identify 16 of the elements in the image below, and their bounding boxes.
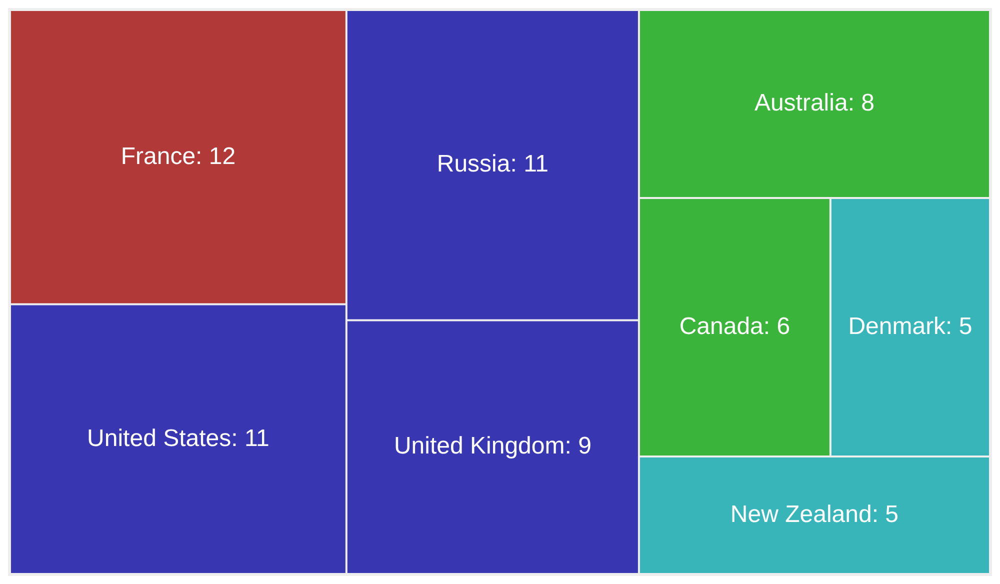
category-label: France: [120, 142, 196, 170]
data-label: : 5: [946, 312, 972, 340]
category-label: Australia: [754, 90, 848, 117]
data-label: : 11: [231, 424, 270, 452]
data-label: : 11: [510, 150, 548, 178]
data-label: : 6: [763, 312, 790, 340]
data-label: : 9: [564, 432, 592, 460]
data-label: : 5: [872, 500, 899, 528]
data-label: : 8: [848, 90, 875, 117]
category-label: Denmark: [848, 312, 947, 340]
category-label: United Kingdom: [394, 432, 565, 460]
category-label: Canada: [679, 312, 764, 340]
category-label: United States: [87, 424, 232, 452]
data-label: : 12: [196, 142, 236, 170]
category-label: Russia: [436, 150, 511, 178]
category-label: New Zealand: [730, 500, 872, 528]
